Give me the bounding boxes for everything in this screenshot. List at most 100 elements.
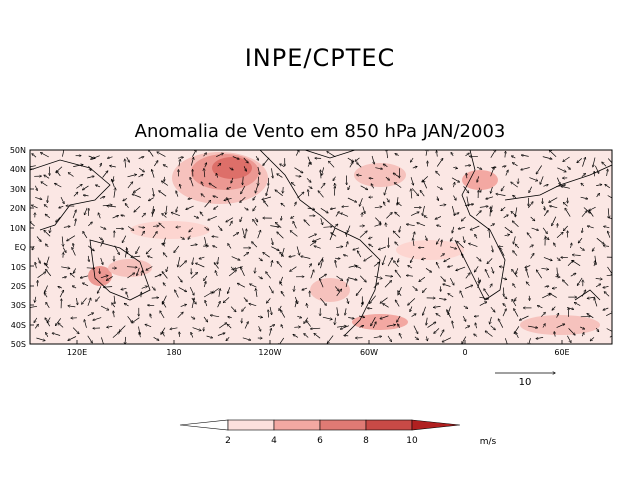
wind-vector: [504, 235, 510, 236]
wind-vector: [226, 337, 230, 340]
wind-vector: [439, 205, 446, 206]
wind-vector: [59, 290, 64, 298]
wind-vector: [270, 226, 279, 227]
wind-vector: [151, 298, 159, 299]
wind-vector: [496, 194, 506, 196]
wind-vector: [242, 228, 245, 238]
wind-vector: [255, 185, 259, 193]
wind-vector: [203, 316, 208, 322]
wind-vector: [592, 247, 595, 252]
wind-vector: [504, 226, 512, 233]
wind-vector: [291, 183, 296, 187]
wind-vector: [96, 185, 101, 188]
wind-vector: [88, 165, 91, 171]
wind-vector: [100, 305, 109, 310]
wind-vector: [344, 255, 349, 256]
wind-vector: [100, 226, 105, 230]
wind-vector: [457, 241, 464, 248]
wind-vector: [476, 256, 482, 261]
wind-vector: [253, 205, 257, 211]
wind-vector: [511, 182, 519, 188]
wind-vector: [162, 332, 165, 337]
wind-vector: [100, 163, 102, 168]
wind-vector: [32, 154, 37, 158]
wind-vector: [258, 257, 263, 261]
wind-vector: [371, 155, 374, 164]
wind-vector: [530, 216, 535, 221]
wind-vector: [304, 334, 309, 338]
wind-vector: [492, 245, 493, 252]
wind-vector: [398, 203, 402, 207]
wind-vector: [205, 163, 207, 168]
wind-vector: [359, 326, 364, 328]
wind-vector: [46, 302, 50, 308]
wind-vector: [526, 282, 530, 286]
wind-vector: [512, 269, 518, 278]
wind-vector: [385, 176, 390, 180]
wind-vector: [549, 150, 557, 158]
wind-vector: [204, 200, 211, 208]
wind-vector: [602, 162, 607, 167]
wind-vector: [426, 150, 427, 156]
wind-vector: [607, 169, 608, 177]
wind-vector: [100, 241, 104, 247]
lat-label: 30N: [10, 185, 26, 194]
wind-vector: [587, 314, 594, 319]
wind-vector: [151, 209, 154, 217]
wind-vector: [269, 306, 272, 315]
wind-vector: [192, 327, 201, 331]
wind-vector: [578, 237, 583, 243]
wind-vector: [308, 190, 309, 197]
wind-vector: [408, 266, 413, 269]
lat-ticks: [30, 149, 34, 326]
wind-vector: [464, 285, 473, 289]
wind-vector: [213, 196, 219, 198]
wind-vector: [216, 153, 223, 158]
wind-vector: [45, 285, 48, 293]
wind-vector: [87, 245, 94, 251]
wind-vector: [556, 324, 565, 328]
wind-vector: [384, 281, 392, 288]
wind-vector: [83, 232, 88, 239]
wind-vector: [395, 242, 399, 246]
wind-vector: [68, 173, 74, 177]
wind-vector: [574, 303, 581, 306]
wind-vector: [581, 211, 587, 217]
wind-vector: [180, 184, 181, 189]
wind-vector: [485, 270, 490, 279]
wind-vector: [411, 314, 416, 317]
wind-vector: [67, 235, 76, 241]
wind-vector: [484, 289, 490, 297]
wind-vector: [543, 257, 552, 260]
wind-vector: [489, 229, 490, 238]
wind-vector: [188, 198, 193, 199]
wind-vector: [218, 257, 219, 264]
wind-vector: [449, 246, 457, 249]
wind-vector: [127, 273, 134, 279]
wind-vector: [199, 257, 205, 259]
wind-vector: [205, 300, 208, 307]
lat-label: 40N: [10, 165, 26, 174]
wind-vector: [537, 306, 543, 309]
wind-vector: [395, 300, 400, 307]
wind-vector: [436, 314, 441, 317]
wind-vector: [501, 166, 506, 167]
wind-vector: [277, 174, 283, 178]
wind-vector: [72, 248, 76, 256]
wind-vector: [189, 286, 194, 295]
wind-vector: [177, 157, 183, 158]
wind-vector: [504, 338, 508, 344]
wind-vector: [334, 186, 335, 196]
wind-vector: [318, 191, 324, 198]
wind-vector: [514, 309, 519, 317]
reference-vector: 10: [495, 373, 555, 388]
wind-vector: [407, 224, 415, 227]
wind-vector: [469, 243, 478, 247]
wind-vector: [531, 227, 539, 230]
wind-vector: [356, 266, 362, 269]
lat-label: 10S: [11, 263, 26, 272]
wind-vector: [515, 244, 520, 249]
wind-vector: [138, 174, 143, 178]
wind-vector: [513, 163, 518, 167]
wind-vector: [255, 156, 258, 160]
